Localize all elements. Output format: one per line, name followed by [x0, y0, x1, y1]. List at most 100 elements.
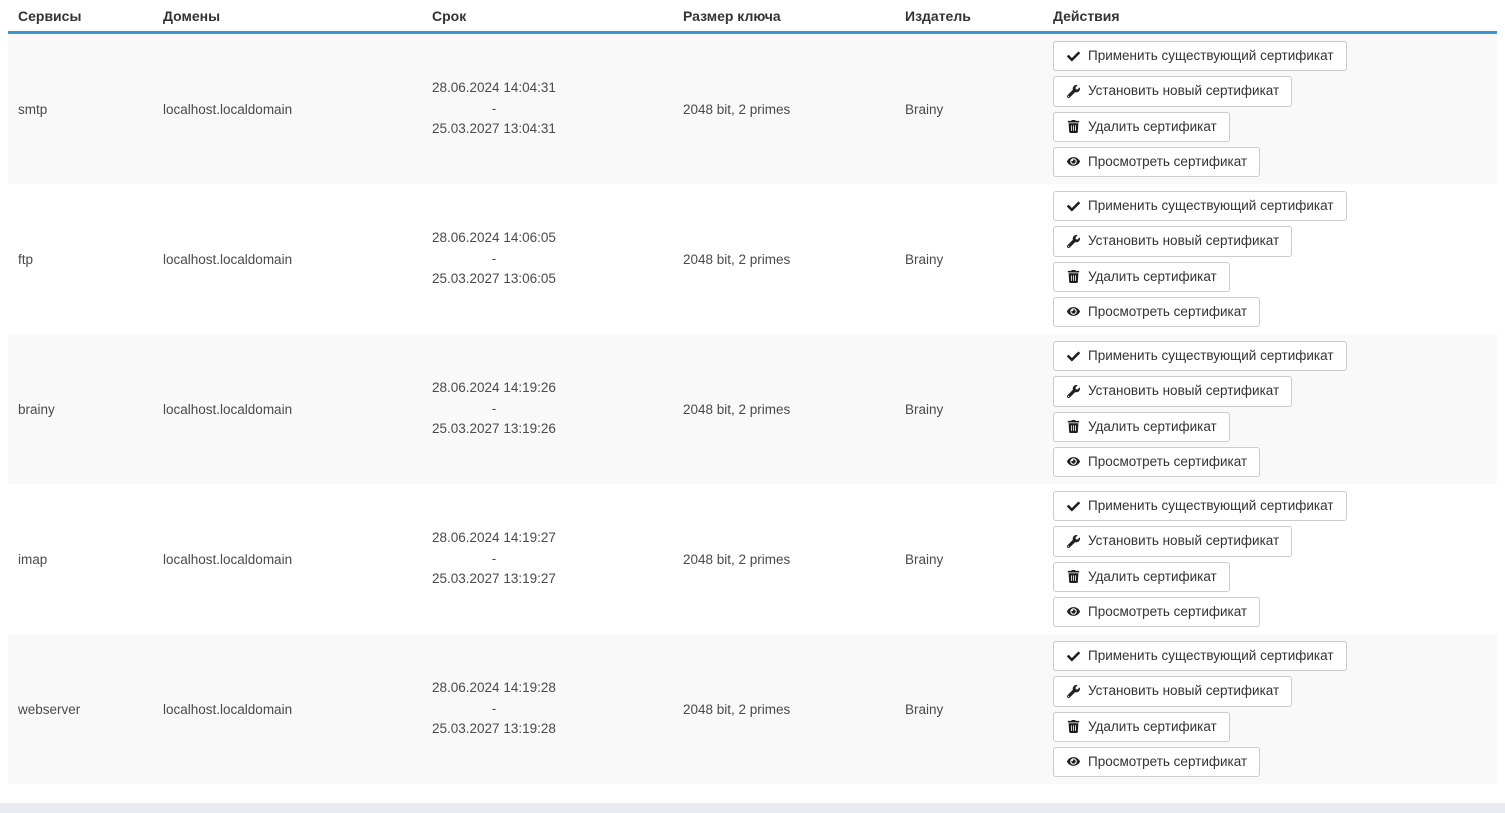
issuer-cell: Brainy: [895, 252, 1043, 267]
delete-certificate-button[interactable]: Удалить сертификат: [1053, 261, 1230, 292]
domain-name: localhost.localdomain: [163, 101, 293, 117]
service-cell: brainy: [8, 402, 153, 417]
eye-icon: [1066, 755, 1080, 769]
service-cell: imap: [8, 552, 153, 567]
key-size-value: 2048 bit, 2 primes: [683, 401, 791, 417]
valid-to-date: 25.03.2027 13:19:28: [432, 721, 556, 737]
eye-icon: [1066, 605, 1080, 619]
period-separator: -: [491, 700, 497, 716]
key-size-cell: 2048 bit, 2 primes: [673, 702, 895, 717]
domain-cell: localhost.localdomain: [153, 552, 422, 567]
period-cell: 28.06.2024 14:19:27 - 25.03.2027 13:19:2…: [422, 528, 673, 591]
view-certificate-button[interactable]: Просмотреть сертификат: [1053, 746, 1261, 777]
key-size-cell: 2048 bit, 2 primes: [673, 102, 895, 117]
install-new-certificate-button[interactable]: Установить новый сертификат: [1053, 676, 1293, 707]
valid-to-date: 25.03.2027 13:19:27: [432, 571, 556, 587]
apply-existing-certificate-button[interactable]: Применить существующий сертификат: [1053, 341, 1347, 372]
action-button-label: Просмотреть сертификат: [1088, 153, 1248, 169]
install-new-certificate-button[interactable]: Установить новый сертификат: [1053, 526, 1293, 557]
domain-cell: localhost.localdomain: [153, 252, 422, 267]
table-row: brainy localhost.localdomain 28.06.2024 …: [8, 334, 1497, 484]
valid-from-date: 28.06.2024 14:04:31: [432, 79, 556, 95]
actions-cell: Применить существующий сертификат Установ…: [1043, 39, 1497, 180]
trash-icon: [1066, 120, 1080, 134]
action-button-label: Применить существующий сертификат: [1088, 198, 1334, 214]
period-separator: -: [491, 550, 497, 566]
issuer-cell: Brainy: [895, 402, 1043, 417]
trash-icon: [1066, 570, 1080, 584]
service-name: brainy: [18, 401, 55, 417]
delete-certificate-button[interactable]: Удалить сертификат: [1053, 411, 1230, 442]
valid-from-date: 28.06.2024 14:19:28: [432, 679, 556, 695]
install-new-certificate-button[interactable]: Установить новый сертификат: [1053, 226, 1293, 257]
view-certificate-button[interactable]: Просмотреть сертификат: [1053, 596, 1261, 627]
action-button-label: Установить новый сертификат: [1088, 233, 1280, 249]
action-button-label: Применить существующий сертификат: [1088, 348, 1334, 364]
delete-certificate-button[interactable]: Удалить сертификат: [1053, 561, 1230, 592]
delete-certificate-button[interactable]: Удалить сертификат: [1053, 111, 1230, 142]
action-button-label: Удалить сертификат: [1088, 118, 1217, 134]
table-row: webserver localhost.localdomain 28.06.20…: [8, 634, 1497, 784]
domain-name: localhost.localdomain: [163, 251, 293, 267]
table-header-row: Сервисы Домены Срок Размер ключа Издател…: [8, 0, 1497, 34]
view-certificate-button[interactable]: Просмотреть сертификат: [1053, 146, 1261, 177]
action-button-label: Удалить сертификат: [1088, 268, 1217, 284]
service-name: imap: [18, 551, 48, 567]
key-size-cell: 2048 bit, 2 primes: [673, 402, 895, 417]
trash-icon: [1066, 270, 1080, 284]
service-name: smtp: [18, 101, 48, 117]
column-header-key-size: Размер ключа: [683, 7, 781, 24]
view-certificate-button[interactable]: Просмотреть сертификат: [1053, 446, 1261, 477]
certificates-table: Сервисы Домены Срок Размер ключа Издател…: [8, 0, 1497, 784]
key-size-value: 2048 bit, 2 primes: [683, 101, 791, 117]
wrench-icon: [1066, 684, 1080, 698]
wrench-icon: [1066, 534, 1080, 548]
check-icon: [1066, 199, 1080, 213]
period-cell: 28.06.2024 14:19:26 - 25.03.2027 13:19:2…: [422, 378, 673, 441]
action-button-label: Просмотреть сертификат: [1088, 453, 1248, 469]
action-button-label: Удалить сертификат: [1088, 568, 1217, 584]
trash-icon: [1066, 420, 1080, 434]
table-row: imap localhost.localdomain 28.06.2024 14…: [8, 484, 1497, 634]
apply-existing-certificate-button[interactable]: Применить существующий сертификат: [1053, 191, 1347, 222]
table-row: ftp localhost.localdomain 28.06.2024 14:…: [8, 184, 1497, 334]
eye-icon: [1066, 455, 1080, 469]
table-row: smtp localhost.localdomain 28.06.2024 14…: [8, 34, 1497, 184]
table-body: smtp localhost.localdomain 28.06.2024 14…: [8, 34, 1497, 784]
service-cell: smtp: [8, 102, 153, 117]
issuer-cell: Brainy: [895, 552, 1043, 567]
action-button-label: Установить новый сертификат: [1088, 83, 1280, 99]
domain-name: localhost.localdomain: [163, 551, 293, 567]
apply-existing-certificate-button[interactable]: Применить существующий сертификат: [1053, 491, 1347, 522]
key-size-value: 2048 bit, 2 primes: [683, 551, 791, 567]
apply-existing-certificate-button[interactable]: Применить существующий сертификат: [1053, 641, 1347, 672]
install-new-certificate-button[interactable]: Установить новый сертификат: [1053, 376, 1293, 407]
validity-period: 28.06.2024 14:19:28 - 25.03.2027 13:19:2…: [432, 678, 556, 741]
view-certificate-button[interactable]: Просмотреть сертификат: [1053, 296, 1261, 327]
issuer-name: Brainy: [905, 551, 944, 567]
service-name: webserver: [18, 701, 81, 717]
validity-period: 28.06.2024 14:06:05 - 25.03.2027 13:06:0…: [432, 228, 556, 291]
issuer-cell: Brainy: [895, 702, 1043, 717]
actions-cell: Применить существующий сертификат Установ…: [1043, 189, 1497, 330]
column-header-period: Срок: [432, 7, 467, 24]
apply-existing-certificate-button[interactable]: Применить существующий сертификат: [1053, 41, 1347, 72]
delete-certificate-button[interactable]: Удалить сертификат: [1053, 711, 1230, 742]
action-button-label: Применить существующий сертификат: [1088, 498, 1334, 514]
period-cell: 28.06.2024 14:04:31 - 25.03.2027 13:04:3…: [422, 78, 673, 141]
trash-icon: [1066, 720, 1080, 734]
action-button-label: Применить существующий сертификат: [1088, 48, 1334, 64]
wrench-icon: [1066, 84, 1080, 98]
horizontal-scrollbar-track[interactable]: [0, 803, 1505, 813]
key-size-cell: 2048 bit, 2 primes: [673, 552, 895, 567]
action-button-label: Установить новый сертификат: [1088, 383, 1280, 399]
key-size-cell: 2048 bit, 2 primes: [673, 252, 895, 267]
key-size-value: 2048 bit, 2 primes: [683, 251, 791, 267]
service-cell: ftp: [8, 252, 153, 267]
domain-name: localhost.localdomain: [163, 401, 293, 417]
wrench-icon: [1066, 234, 1080, 248]
action-button-label: Удалить сертификат: [1088, 418, 1217, 434]
install-new-certificate-button[interactable]: Установить новый сертификат: [1053, 76, 1293, 107]
period-cell: 28.06.2024 14:19:28 - 25.03.2027 13:19:2…: [422, 678, 673, 741]
valid-from-date: 28.06.2024 14:19:27: [432, 529, 556, 545]
